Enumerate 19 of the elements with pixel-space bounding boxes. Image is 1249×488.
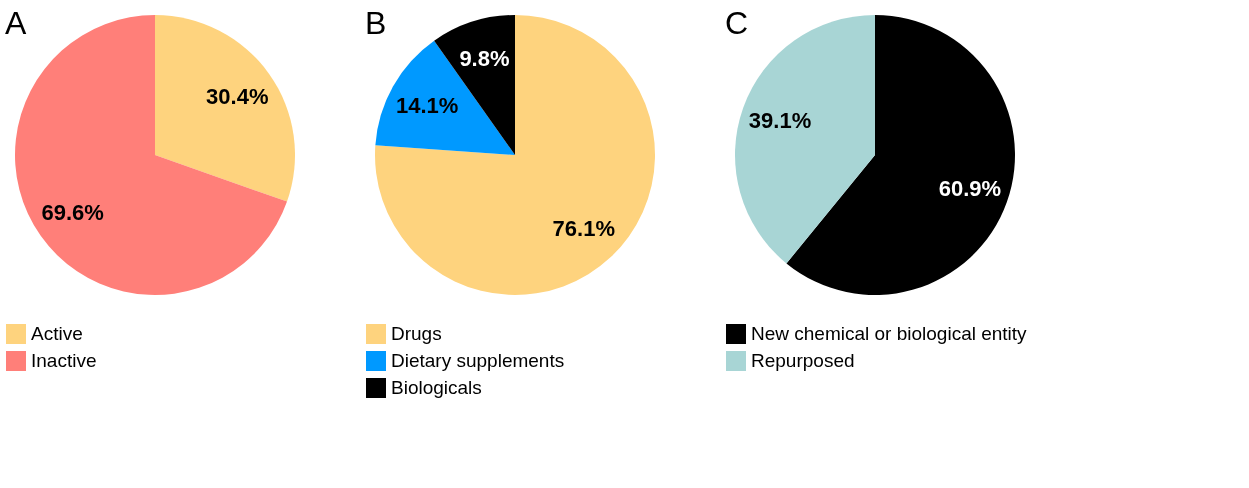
pie-slice (375, 40, 515, 155)
data-label: 69.6% (41, 200, 104, 226)
data-label: 76.1% (552, 215, 615, 241)
legend-label: Dietary supplements (391, 350, 565, 371)
data-label: 60.9% (938, 175, 1002, 201)
legend-label: New chemical or biological entity (751, 323, 1028, 344)
chart-title: C (725, 5, 749, 41)
legend-label: Active (31, 323, 83, 344)
data-label: 30.4% (206, 83, 269, 109)
legend-label: Inactive (31, 350, 97, 371)
chart-title: A (5, 5, 27, 41)
pie-slice (155, 15, 295, 202)
chart-title: B (365, 5, 387, 41)
legend-label: Drugs (391, 323, 442, 344)
legend-label: Biologicals (391, 377, 482, 398)
legend-label: Repurposed (751, 350, 855, 371)
data-label: 14.1% (395, 92, 459, 118)
data-label: 39.1% (748, 108, 812, 134)
data-label: 9.8% (459, 45, 510, 71)
